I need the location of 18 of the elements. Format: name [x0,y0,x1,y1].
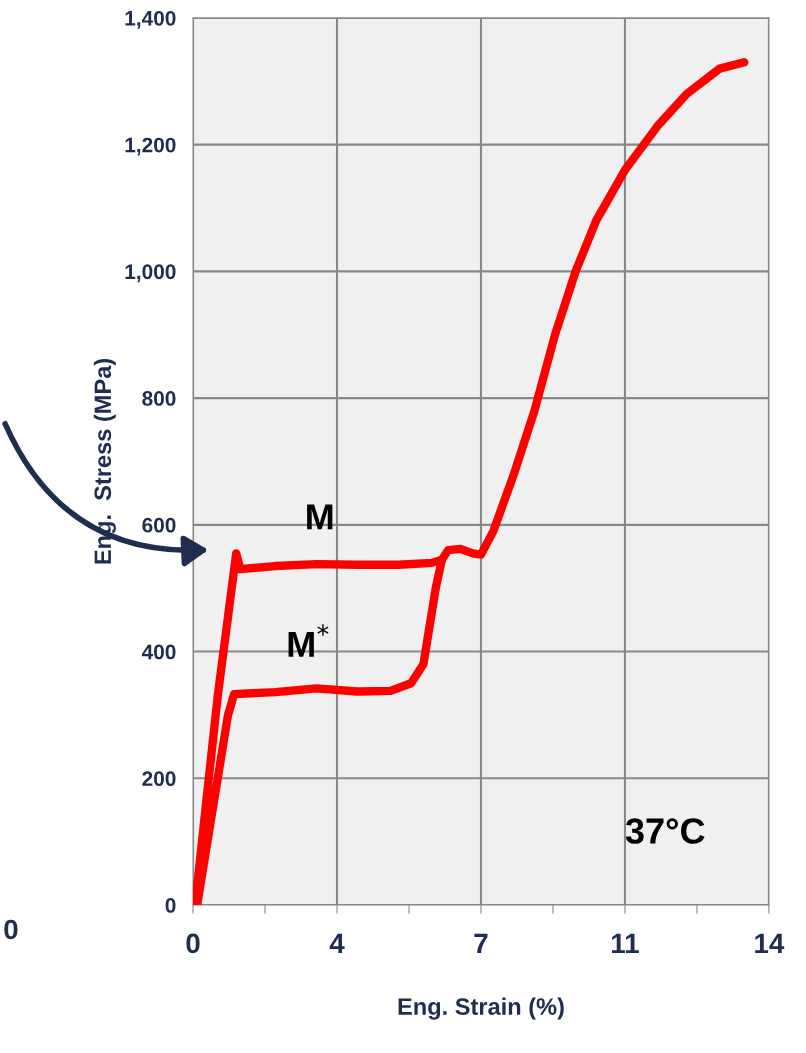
y-tick-label: 0 [165,898,176,913]
y-tick-label: 400 [141,644,176,660]
annotation: M [307,504,333,530]
annotation: M$^{*}$ [288,624,329,657]
x-axis-title: Eng. Strain (%) [398,997,564,1020]
y-tick-label: 1,400 [125,10,176,29]
x-tick-label: 11 [612,933,639,953]
x-tick-label: 7 [474,933,488,953]
y-tick-label: 1,200 [125,137,176,156]
annotation: 37°C [625,818,705,844]
y-tick-label: 800 [142,391,176,406]
y-tick-label: 600 [142,517,176,533]
y-tick-label: 200 [142,771,176,787]
x-tick-label: 14 [755,933,785,953]
y-tick-label: 1,000 [125,264,176,283]
x-tick-label: 4 [329,933,345,953]
text: 0 [4,919,18,940]
x-tick-label: 0 [186,933,200,954]
